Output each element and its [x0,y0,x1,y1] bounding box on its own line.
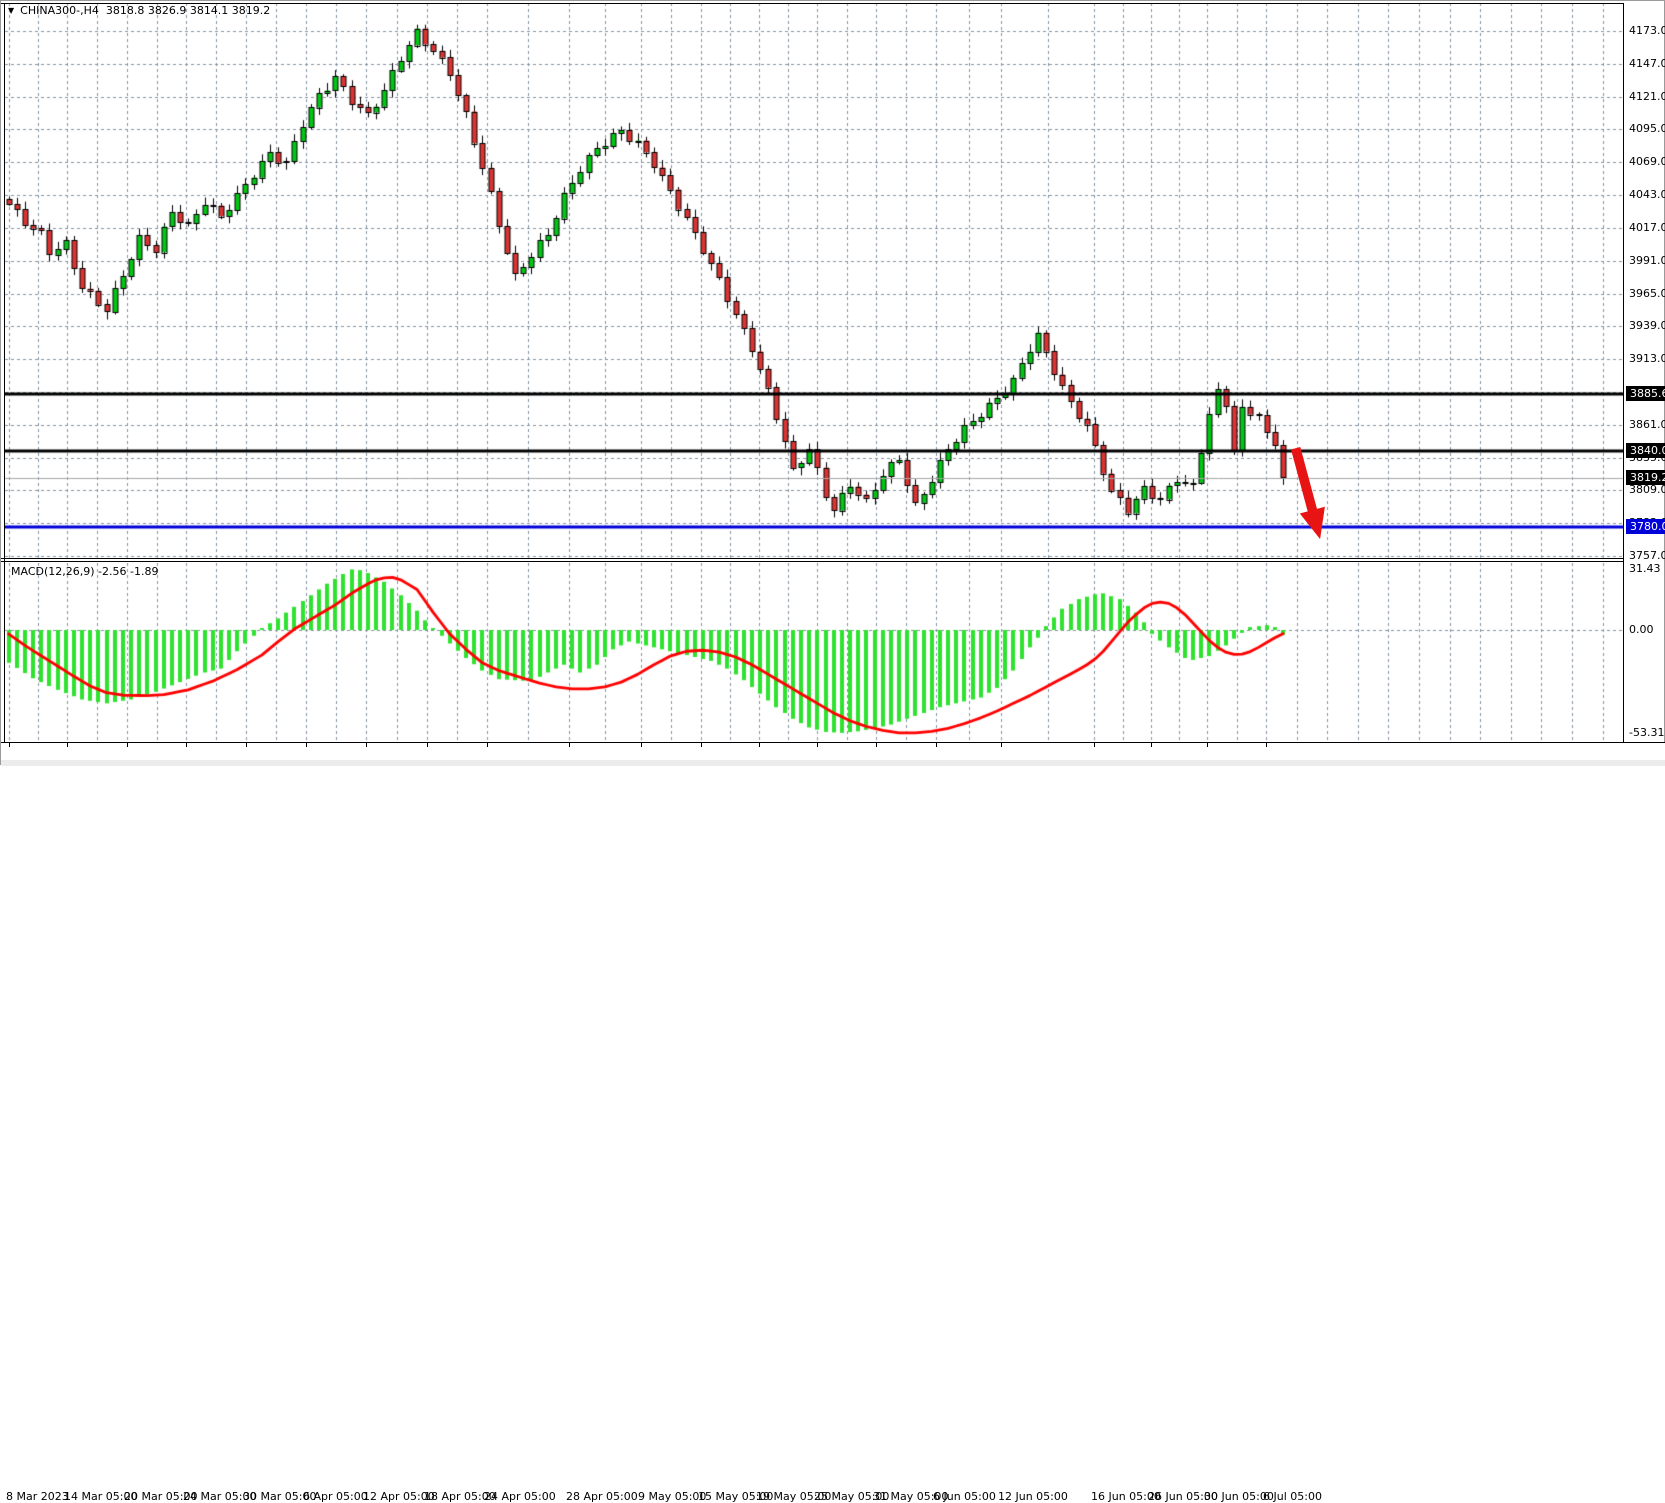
price-tick-label: 4147.0 [1629,56,1665,70]
macd-indicator-label-row: MACD(12,26,9) -2.56 -1.89 [11,565,158,578]
price-tick-label: 3939.0 [1629,319,1665,333]
macd-pane-bottom-border [1,742,1665,743]
time-scale[interactable]: 8 Mar 2023 14 Mar 05:00 20 Mar 05:00 24 Mar… [1,743,1665,1503]
time-tick-mark [641,743,642,747]
time-tick-mark [366,743,367,747]
time-tick-label: 9 May 05:00 [638,1490,707,1503]
price-tick-label: 4017.0 [1629,220,1665,234]
time-tick-mark [1094,743,1095,747]
price-level-badge: 3819.2 [1626,469,1665,485]
main-pane-top-border [1,3,1623,4]
pane-separator-line-1[interactable] [1,558,1623,559]
time-tick-mark [186,743,187,747]
price-tick-label: 4173.0 [1629,24,1665,37]
price-chart-canvas[interactable] [5,3,1623,559]
chart-quote-line: 3818.8 3826.9 3814.1 3819.2 [105,4,271,17]
time-tick-mark [67,743,68,747]
time-tick-mark [1266,743,1267,747]
time-tick-label: 8 Mar 2023 [6,1490,69,1503]
macd-tick-label: 31.43 [1629,562,1661,576]
time-tick-mark [876,743,877,747]
price-tick-label: 4069.0 [1629,155,1665,169]
time-tick-mark [759,743,760,747]
price-level-badge: 3885.6 [1626,385,1665,401]
pane-separator-line-2[interactable] [1,561,1623,562]
time-tick-mark [306,743,307,747]
axis-separator [1623,3,1624,742]
down-arrow-shape[interactable] [1291,447,1326,540]
time-tick-mark [1151,743,1152,747]
macd-indicator-canvas[interactable] [5,563,1623,742]
price-level-badge: 3780.0 [1626,518,1665,534]
time-tick-mark [9,743,10,747]
time-tick-mark [1001,743,1002,747]
price-tick-label: 3913.0 [1629,352,1665,366]
price-tick-label: 4043.0 [1629,188,1665,202]
time-tick-mark [569,743,570,747]
time-tick-label: 28 Apr 05:00 [566,1490,638,1503]
time-tick-label: 6 Jun 05:00 [933,1490,996,1503]
time-tick-label: 12 Jun 05:00 [998,1490,1068,1503]
time-tick-mark [487,743,488,747]
price-tick-label: 3757.0 [1629,549,1665,562]
price-tick-label: 4095.0 [1629,122,1665,136]
down-arrow-annotation[interactable] [1289,445,1327,541]
time-tick-mark [1207,743,1208,747]
chart-title-row: ▼ CHINA300-,H4 3818.8 3826.9 3814.1 3819.… [8,4,270,17]
left-border [4,3,5,742]
chart-symbol-title: CHINA300-,H4 [20,4,99,17]
price-tick-label: 3965.0 [1629,286,1665,300]
price-level-badge: 3840.0 [1626,443,1665,459]
macd-signal-value: -1.89 [130,565,159,578]
time-tick-label: 6 Apr 05:00 [303,1490,368,1503]
time-tick-mark [246,743,247,747]
time-tick-mark [427,743,428,747]
macd-indicator-label: MACD(12,26,9) [11,565,95,578]
time-tick-label: 24 Apr 05:00 [484,1490,556,1503]
price-tick-label: 3861.0 [1629,417,1665,431]
price-tick-label: 3809.0 [1629,483,1665,497]
time-tick-mark [936,743,937,747]
time-tick-mark [701,743,702,747]
time-tick-mark [127,743,128,747]
window-bottom-frame [1,760,1665,766]
time-tick-label: 6 Jul 05:00 [1263,1490,1322,1503]
price-tick-label: 3991.0 [1629,253,1665,267]
symbol-dropdown-icon[interactable]: ▼ [8,6,15,15]
macd-tick-label: -53.31 [1629,725,1665,739]
time-tick-mark [817,743,818,747]
macd-main-value: -2.56 [98,565,127,578]
macd-tick-label: 0.00 [1629,623,1654,636]
price-tick-label: 4121.0 [1629,89,1665,103]
